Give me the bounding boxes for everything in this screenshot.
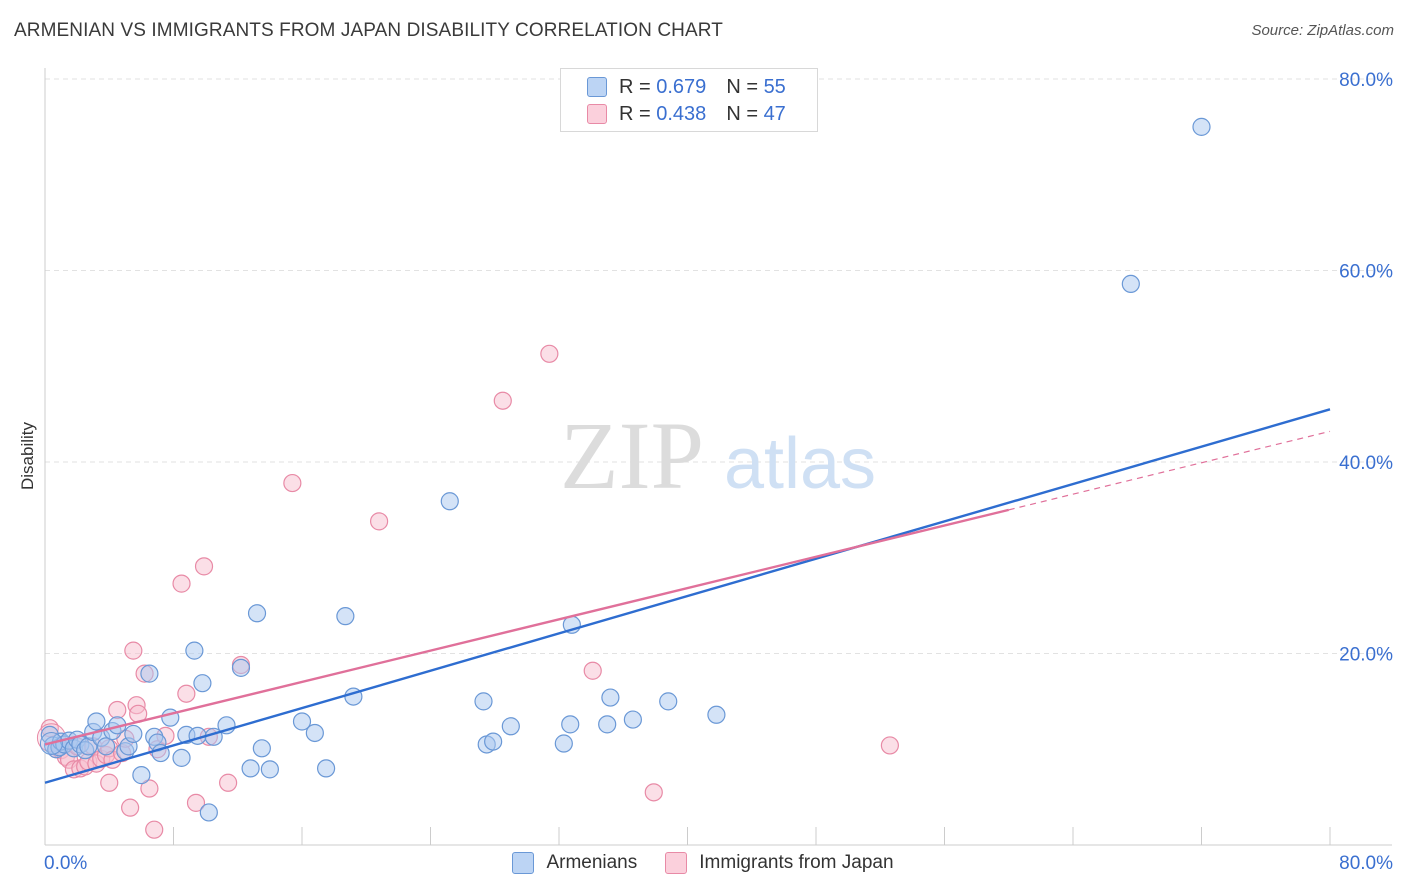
series-legend: Armenians Immigrants from Japan: [0, 852, 1406, 874]
watermark: ZIP atlas: [560, 402, 876, 509]
point-japan: [124, 641, 143, 660]
point-armenians: [601, 688, 620, 707]
point-armenians: [554, 734, 573, 753]
trend-line-japan: [44, 508, 1010, 746]
legend-row-armenians: R = 0.679 N = 55: [587, 75, 786, 99]
series-japan-points: [36, 344, 899, 839]
point-armenians: [241, 759, 260, 778]
point-japan: [283, 473, 302, 493]
legend-row-japan: R = 0.438 N = 47: [587, 102, 786, 126]
point-armenians: [96, 737, 116, 756]
legend-item-japan[interactable]: Immigrants from Japan: [665, 852, 894, 874]
x-tick-label-min: 0.0%: [44, 853, 87, 874]
watermark-atlas: atlas: [724, 424, 876, 504]
n-label: N =: [726, 75, 758, 98]
point-japan: [493, 391, 512, 410]
point-japan: [140, 779, 159, 798]
y-tick-label: 20.0%: [1339, 645, 1393, 666]
point-japan: [583, 661, 602, 680]
point-armenians: [140, 664, 159, 683]
r-value-japan: 0.438: [656, 102, 707, 125]
point-japan: [370, 512, 389, 531]
point-japan: [177, 684, 196, 703]
r-label: R =: [619, 102, 651, 125]
point-armenians: [1121, 274, 1140, 294]
legend-swatch-blue: [587, 77, 607, 97]
y-tick-label: 80.0%: [1339, 70, 1393, 91]
point-armenians: [231, 658, 251, 677]
r-value-armenians: 0.679: [656, 75, 707, 98]
point-armenians: [561, 715, 580, 734]
trend-lines: [44, 408, 1331, 784]
source-credit: Source: ZipAtlas.com: [1251, 22, 1394, 39]
point-armenians: [659, 692, 678, 711]
point-japan: [108, 700, 127, 720]
point-armenians: [623, 710, 642, 729]
legend-swatch-pink: [587, 104, 607, 124]
point-armenians: [260, 760, 279, 779]
legend-swatch-armenians: [512, 852, 535, 874]
n-label: N =: [726, 102, 758, 125]
axes: [44, 68, 1392, 846]
r-label: R =: [619, 75, 651, 98]
point-armenians: [185, 641, 204, 660]
legend-label-armenians: Armenians: [546, 852, 638, 873]
point-japan: [194, 557, 214, 576]
point-armenians: [87, 712, 106, 731]
point-armenians: [305, 723, 324, 743]
point-japan: [172, 574, 191, 593]
point-japan: [540, 344, 559, 363]
trend-line-armenians: [44, 408, 1331, 784]
point-armenians: [316, 759, 336, 778]
point-armenians: [440, 492, 459, 511]
point-japan: [880, 736, 899, 755]
point-armenians: [501, 717, 520, 736]
tick-labels: 20.0% 40.0% 60.0% 80.0% 0.0% 80.0%: [44, 70, 1393, 874]
n-value-armenians: 55: [763, 75, 786, 98]
point-japan: [145, 820, 164, 839]
point-armenians: [598, 715, 617, 734]
trend-line-japan-extension: [1008, 430, 1331, 511]
legend-item-armenians[interactable]: Armenians: [512, 852, 637, 874]
legend-label-japan: Immigrants from Japan: [699, 852, 894, 873]
y-tick-label: 40.0%: [1339, 453, 1393, 474]
point-armenians: [193, 674, 212, 693]
point-armenians: [247, 604, 267, 623]
watermark-zip: ZIP: [560, 402, 704, 509]
point-japan: [644, 783, 663, 802]
point-armenians: [172, 748, 191, 767]
point-armenians: [336, 607, 355, 626]
point-armenians: [1192, 117, 1211, 136]
y-tick-label: 60.0%: [1339, 262, 1393, 283]
n-value-japan: 47: [763, 102, 786, 125]
point-japan: [186, 793, 206, 812]
gridlines: [45, 78, 1392, 654]
point-armenians: [132, 766, 151, 785]
point-armenians: [199, 803, 218, 822]
point-japan: [121, 798, 140, 817]
point-armenians: [252, 739, 271, 758]
point-armenians: [484, 732, 503, 751]
series-armenians-points: [39, 117, 1211, 822]
x-tick-label-max: 80.0%: [1339, 853, 1393, 874]
correlation-legend: R = 0.679 N = 55 R = 0.438 N = 47: [560, 68, 818, 132]
chart-title: ARMENIAN VS IMMIGRANTS FROM JAPAN DISABI…: [14, 20, 723, 41]
point-armenians: [292, 712, 312, 731]
legend-swatch-japan: [665, 852, 688, 874]
point-japan: [219, 773, 238, 792]
point-armenians: [707, 705, 726, 724]
point-japan: [100, 773, 119, 792]
point-armenians: [474, 692, 493, 711]
point-armenians: [124, 724, 143, 744]
